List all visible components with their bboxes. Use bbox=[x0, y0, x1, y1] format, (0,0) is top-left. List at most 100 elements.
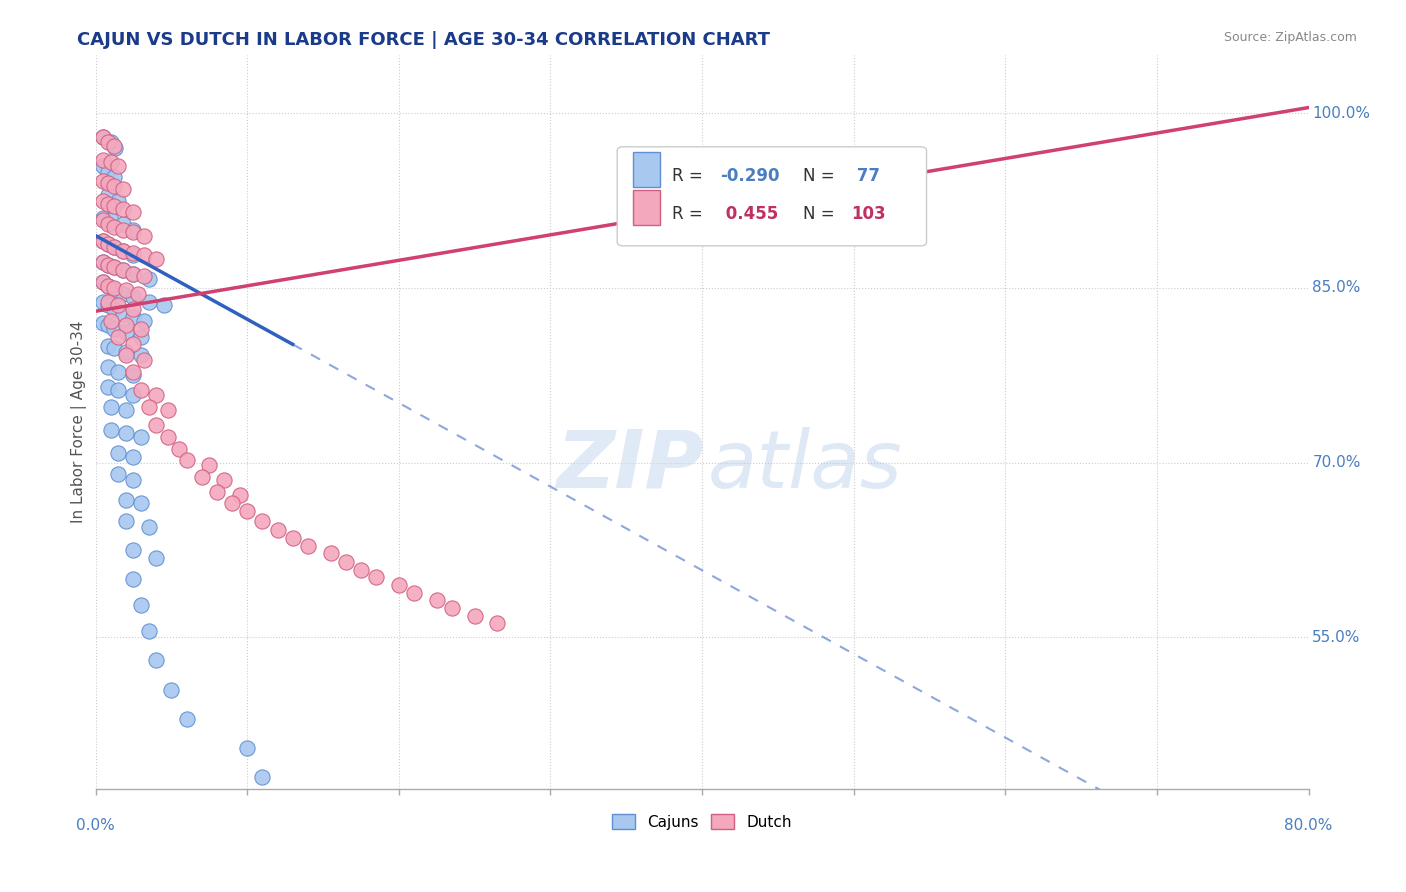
Point bbox=[122, 368, 145, 383]
Point bbox=[221, 496, 243, 510]
Point bbox=[91, 255, 114, 269]
Point bbox=[107, 384, 129, 398]
Point bbox=[236, 740, 259, 755]
FancyBboxPatch shape bbox=[633, 152, 659, 187]
Point bbox=[122, 572, 145, 586]
Point bbox=[91, 129, 114, 144]
Point bbox=[138, 294, 160, 309]
Point bbox=[100, 400, 122, 414]
Point bbox=[167, 442, 190, 456]
Point bbox=[176, 712, 198, 726]
Point bbox=[97, 217, 120, 231]
Point bbox=[111, 223, 134, 237]
Point bbox=[97, 278, 120, 293]
Text: atlas: atlas bbox=[709, 427, 903, 505]
Point bbox=[115, 349, 138, 363]
Point bbox=[103, 170, 125, 185]
Point bbox=[122, 267, 145, 281]
Point bbox=[97, 380, 120, 394]
Point bbox=[145, 252, 167, 266]
Point bbox=[281, 531, 304, 545]
Point bbox=[91, 316, 114, 330]
Point bbox=[214, 473, 236, 487]
Point bbox=[122, 267, 145, 281]
Point bbox=[440, 601, 463, 615]
Point bbox=[252, 770, 274, 784]
Point bbox=[97, 187, 120, 202]
Point bbox=[103, 240, 125, 254]
Point bbox=[115, 514, 138, 528]
Point bbox=[97, 258, 120, 272]
Text: 100.0%: 100.0% bbox=[1312, 106, 1371, 120]
Point bbox=[426, 593, 449, 607]
Point bbox=[107, 467, 129, 482]
Text: 0.455: 0.455 bbox=[720, 205, 779, 223]
Point bbox=[107, 298, 129, 312]
Text: R =: R = bbox=[672, 167, 707, 185]
Point bbox=[129, 330, 152, 344]
Text: 103: 103 bbox=[851, 205, 886, 223]
Legend: Cajuns, Dutch: Cajuns, Dutch bbox=[606, 807, 799, 836]
Point bbox=[91, 174, 114, 188]
Point bbox=[103, 342, 125, 356]
Point bbox=[266, 523, 288, 537]
Point bbox=[97, 318, 120, 333]
Point bbox=[107, 194, 129, 208]
Point bbox=[122, 450, 145, 464]
Point bbox=[91, 211, 114, 226]
Point bbox=[100, 155, 122, 169]
Point bbox=[107, 159, 129, 173]
Point bbox=[122, 246, 145, 260]
Point bbox=[111, 217, 134, 231]
Point bbox=[103, 139, 125, 153]
Point bbox=[97, 339, 120, 353]
Point bbox=[157, 403, 180, 417]
Point bbox=[115, 403, 138, 417]
Point bbox=[97, 136, 120, 150]
Point bbox=[91, 275, 114, 289]
Point bbox=[111, 263, 134, 277]
Point bbox=[122, 336, 145, 351]
Point bbox=[122, 248, 145, 262]
Point bbox=[388, 578, 411, 592]
Y-axis label: In Labor Force | Age 30-34: In Labor Force | Age 30-34 bbox=[72, 320, 87, 523]
Point bbox=[297, 540, 319, 554]
Point bbox=[103, 178, 125, 193]
Point bbox=[103, 199, 125, 213]
Text: 70.0%: 70.0% bbox=[1312, 455, 1361, 470]
Point bbox=[115, 492, 138, 507]
Point bbox=[145, 551, 167, 566]
Point bbox=[103, 260, 125, 274]
Point bbox=[122, 473, 145, 487]
Text: R =: R = bbox=[672, 205, 707, 223]
Text: 0.0%: 0.0% bbox=[76, 818, 115, 832]
Point bbox=[100, 136, 122, 150]
Point bbox=[100, 313, 122, 327]
Point bbox=[138, 519, 160, 533]
Point bbox=[236, 504, 259, 518]
Point bbox=[132, 313, 155, 327]
Point bbox=[129, 496, 152, 510]
Point bbox=[91, 255, 114, 269]
Point bbox=[319, 546, 342, 560]
Point bbox=[335, 555, 357, 569]
Point bbox=[97, 236, 120, 251]
Text: 77: 77 bbox=[851, 167, 880, 185]
Point bbox=[228, 488, 250, 502]
Text: 55.0%: 55.0% bbox=[1312, 630, 1361, 645]
Point bbox=[91, 294, 114, 309]
Point bbox=[145, 388, 167, 402]
Point bbox=[91, 213, 114, 227]
Point bbox=[100, 213, 122, 227]
Point bbox=[91, 194, 114, 208]
Point bbox=[97, 258, 120, 272]
Point bbox=[350, 563, 373, 577]
Point bbox=[97, 176, 120, 190]
Point bbox=[103, 301, 125, 316]
Point bbox=[132, 228, 155, 243]
Point bbox=[122, 542, 145, 557]
Text: N =: N = bbox=[803, 167, 839, 185]
Point bbox=[91, 153, 114, 167]
Point bbox=[91, 159, 114, 173]
Point bbox=[190, 469, 212, 483]
